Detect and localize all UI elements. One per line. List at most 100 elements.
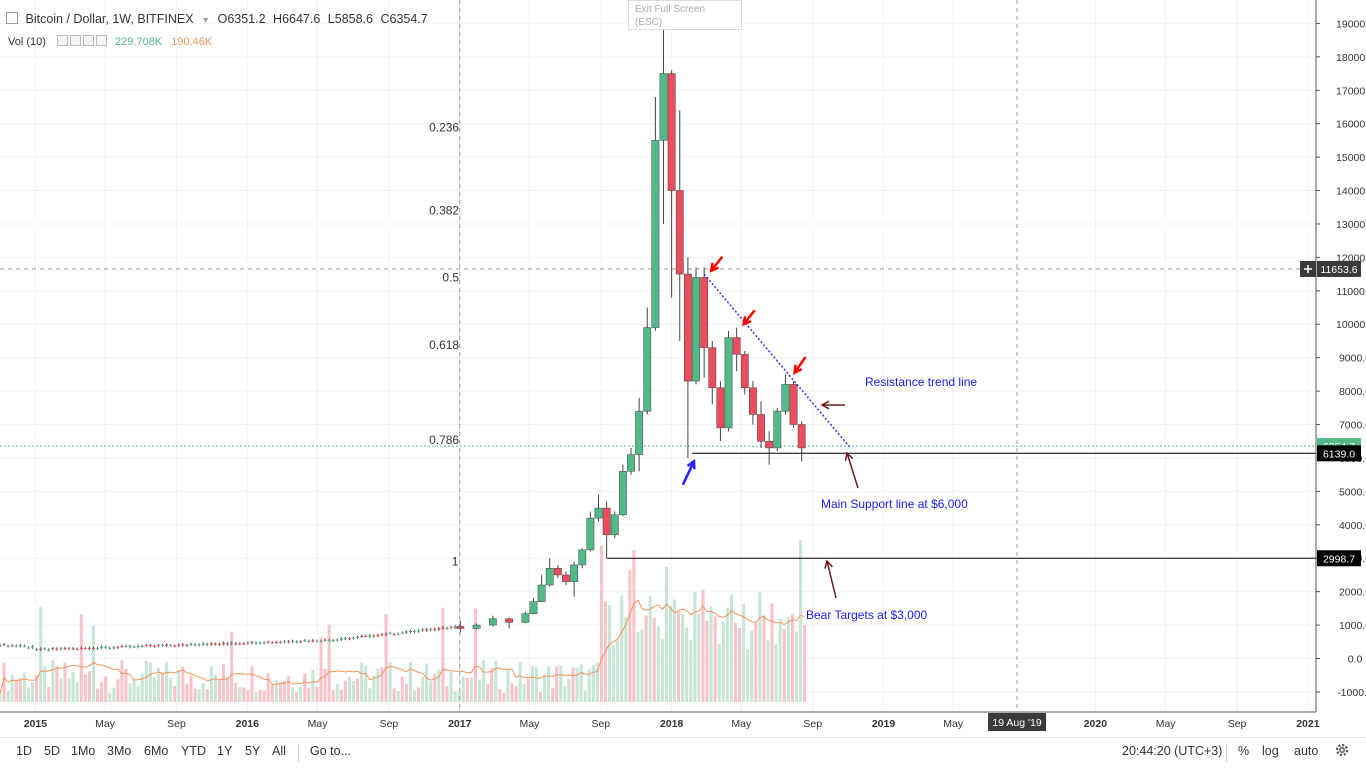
auto-toggle[interactable]: auto (1294, 744, 1318, 758)
volume-bar (592, 665, 595, 702)
range-all-button[interactable]: All (272, 744, 286, 758)
candle-body (100, 647, 103, 648)
price-tick-label: 16000.0 (1336, 119, 1366, 131)
volume-bar (80, 614, 83, 702)
volume-bar (238, 687, 241, 702)
time-tick-label: 2017 (448, 718, 472, 730)
volume-bar (783, 629, 786, 702)
candle-body (397, 634, 400, 635)
volume-bar (360, 662, 363, 702)
price-tag-label: 11653.6 (1320, 264, 1357, 276)
volume-bar (88, 671, 91, 702)
candle-body (7, 646, 10, 647)
chevron-down-icon[interactable]: ▾ (203, 15, 208, 26)
candle-body (283, 641, 286, 642)
range-ytd-button[interactable]: YTD (181, 744, 206, 758)
price-axis[interactable]: 19000.018000.017000.016000.015000.014000… (1300, 0, 1366, 712)
volume-bar (63, 662, 66, 702)
range-1d-button[interactable]: 1D (16, 744, 32, 758)
support-touch-arrow (683, 461, 694, 484)
symbol-title[interactable]: Bitcoin / Dollar, 1W, BITFINEX (25, 12, 193, 26)
time-tick-label: May (943, 718, 964, 730)
candle-body (417, 630, 420, 631)
candle-body (0, 645, 1, 646)
candle-body (271, 642, 274, 643)
gear-icon[interactable] (1334, 742, 1350, 758)
volume-bar (458, 692, 461, 702)
volume-bar (15, 681, 18, 702)
close-label: C (380, 12, 389, 26)
clock[interactable]: 20:44:20 (UTC+3) (1122, 744, 1222, 758)
volume-bar (340, 690, 343, 702)
candle-body (72, 648, 75, 649)
collapse-icon[interactable] (6, 12, 18, 24)
volume-bar (506, 669, 509, 702)
time-tick-label: Sep (380, 718, 399, 730)
volume-bar (738, 628, 741, 702)
candle-body (137, 646, 140, 647)
more-icon[interactable] (96, 35, 107, 46)
volume-bar (145, 661, 148, 702)
candle-body (344, 638, 347, 639)
range-5d-button[interactable]: 5D (44, 744, 60, 758)
log-toggle[interactable]: log (1262, 744, 1279, 758)
volume-bar (803, 625, 806, 702)
eye-icon[interactable] (57, 35, 68, 46)
volume-bar (173, 686, 176, 702)
volume-bar (775, 644, 778, 702)
volume-bar (51, 660, 54, 702)
candle-body (611, 515, 618, 535)
volume-bar (624, 617, 627, 702)
volume-bar (575, 668, 578, 702)
gear-icon[interactable] (70, 35, 81, 46)
volume-bar (133, 679, 136, 702)
volume-bar (515, 686, 518, 702)
volume-bar (771, 604, 774, 702)
candle-body (538, 585, 545, 602)
price-tick-label: 2000.0 (1339, 587, 1366, 599)
candle-body (64, 648, 67, 649)
volume-bar (332, 690, 335, 702)
high-value: 6647.6 (282, 12, 320, 26)
exit-fullscreen-tooltip[interactable]: Exit Full Screen (ESC) (628, 0, 742, 30)
percent-toggle[interactable]: % (1238, 744, 1249, 758)
range-1y-button[interactable]: 1Y (217, 744, 232, 758)
symbol-legend: Bitcoin / Dollar, 1W, BITFINEX ▾ O6351.2… (6, 12, 428, 26)
goto-button[interactable]: Go to... (310, 744, 351, 758)
candle-body (790, 384, 797, 424)
plus-icon[interactable] (1300, 261, 1316, 277)
volume-bar (116, 679, 119, 702)
volume-bar (441, 608, 444, 702)
volume-bar (462, 676, 465, 701)
candle-body (676, 191, 683, 275)
range-3mo-button[interactable]: 3Mo (107, 744, 131, 758)
close-icon[interactable] (83, 35, 94, 46)
volume-bar (149, 663, 152, 702)
volume-bar (39, 607, 42, 702)
volume-bar (397, 691, 400, 702)
volume-bar (502, 693, 505, 702)
volume-label[interactable]: Vol (10) (8, 36, 46, 48)
candle-body (246, 643, 249, 644)
candle-body (234, 644, 237, 645)
range-1mo-button[interactable]: 1Mo (71, 744, 95, 758)
price-tick-label: 19000.0 (1336, 18, 1366, 30)
time-tag-label: 19 Aug '19 (992, 717, 1041, 729)
candle-body (635, 411, 642, 454)
candle-body (619, 471, 626, 514)
volume-bar (608, 605, 611, 702)
price-tick-label: 15000.0 (1336, 152, 1366, 164)
volume-bar (405, 684, 408, 702)
range-6mo-button[interactable]: 6Mo (144, 744, 168, 758)
volume-bar (584, 690, 587, 702)
candle-body (80, 648, 83, 649)
volume-bar (161, 673, 164, 702)
candle-body (251, 642, 254, 643)
candle-body (473, 625, 480, 628)
volume-bar (673, 599, 676, 702)
candle-body (3, 644, 6, 645)
candle-body (307, 641, 310, 642)
range-5y-button[interactable]: 5Y (245, 744, 260, 758)
